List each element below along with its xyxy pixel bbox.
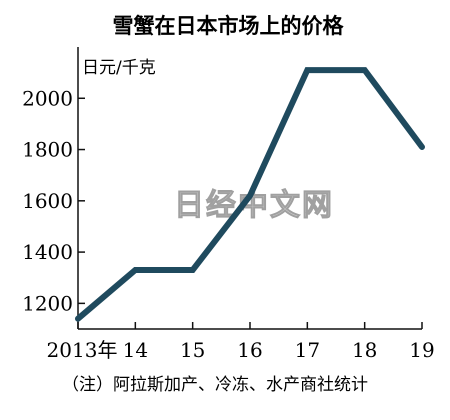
y-tick-label: 2000 bbox=[22, 86, 73, 110]
data-point bbox=[249, 195, 251, 197]
source-note: （注）阿拉斯加产、冷冻、水产商社统计 bbox=[62, 375, 368, 395]
y-tick-label: 1400 bbox=[22, 240, 73, 264]
y-unit-label: 日元/千克 bbox=[82, 58, 156, 78]
y-tick-label: 1800 bbox=[22, 138, 73, 162]
x-tick-label: 15 bbox=[180, 338, 205, 362]
x-axis: 2013年 14 15 16 17 18 19 bbox=[47, 322, 435, 362]
x-tick-label: 18 bbox=[352, 338, 377, 362]
data-point bbox=[364, 69, 366, 71]
x-tick-label: 19 bbox=[409, 338, 434, 362]
data-point bbox=[134, 269, 136, 271]
data-point bbox=[192, 269, 194, 271]
price-line bbox=[75, 67, 425, 322]
data-point bbox=[306, 69, 308, 71]
data-point bbox=[421, 146, 423, 148]
y-tick-label: 1600 bbox=[22, 189, 73, 213]
chart-title: 雪蟹在日本市场上的价格 bbox=[113, 14, 345, 38]
x-tick-label: 16 bbox=[237, 338, 262, 362]
y-tick-label: 1200 bbox=[22, 291, 73, 315]
x-tick-label: 2013年 bbox=[47, 338, 118, 362]
x-tick-label: 14 bbox=[123, 338, 148, 362]
x-tick-label: 17 bbox=[295, 338, 320, 362]
series-line-group bbox=[75, 67, 425, 322]
data-point bbox=[77, 318, 79, 320]
y-axis: 1200 1400 1600 1800 2000 bbox=[22, 47, 85, 329]
